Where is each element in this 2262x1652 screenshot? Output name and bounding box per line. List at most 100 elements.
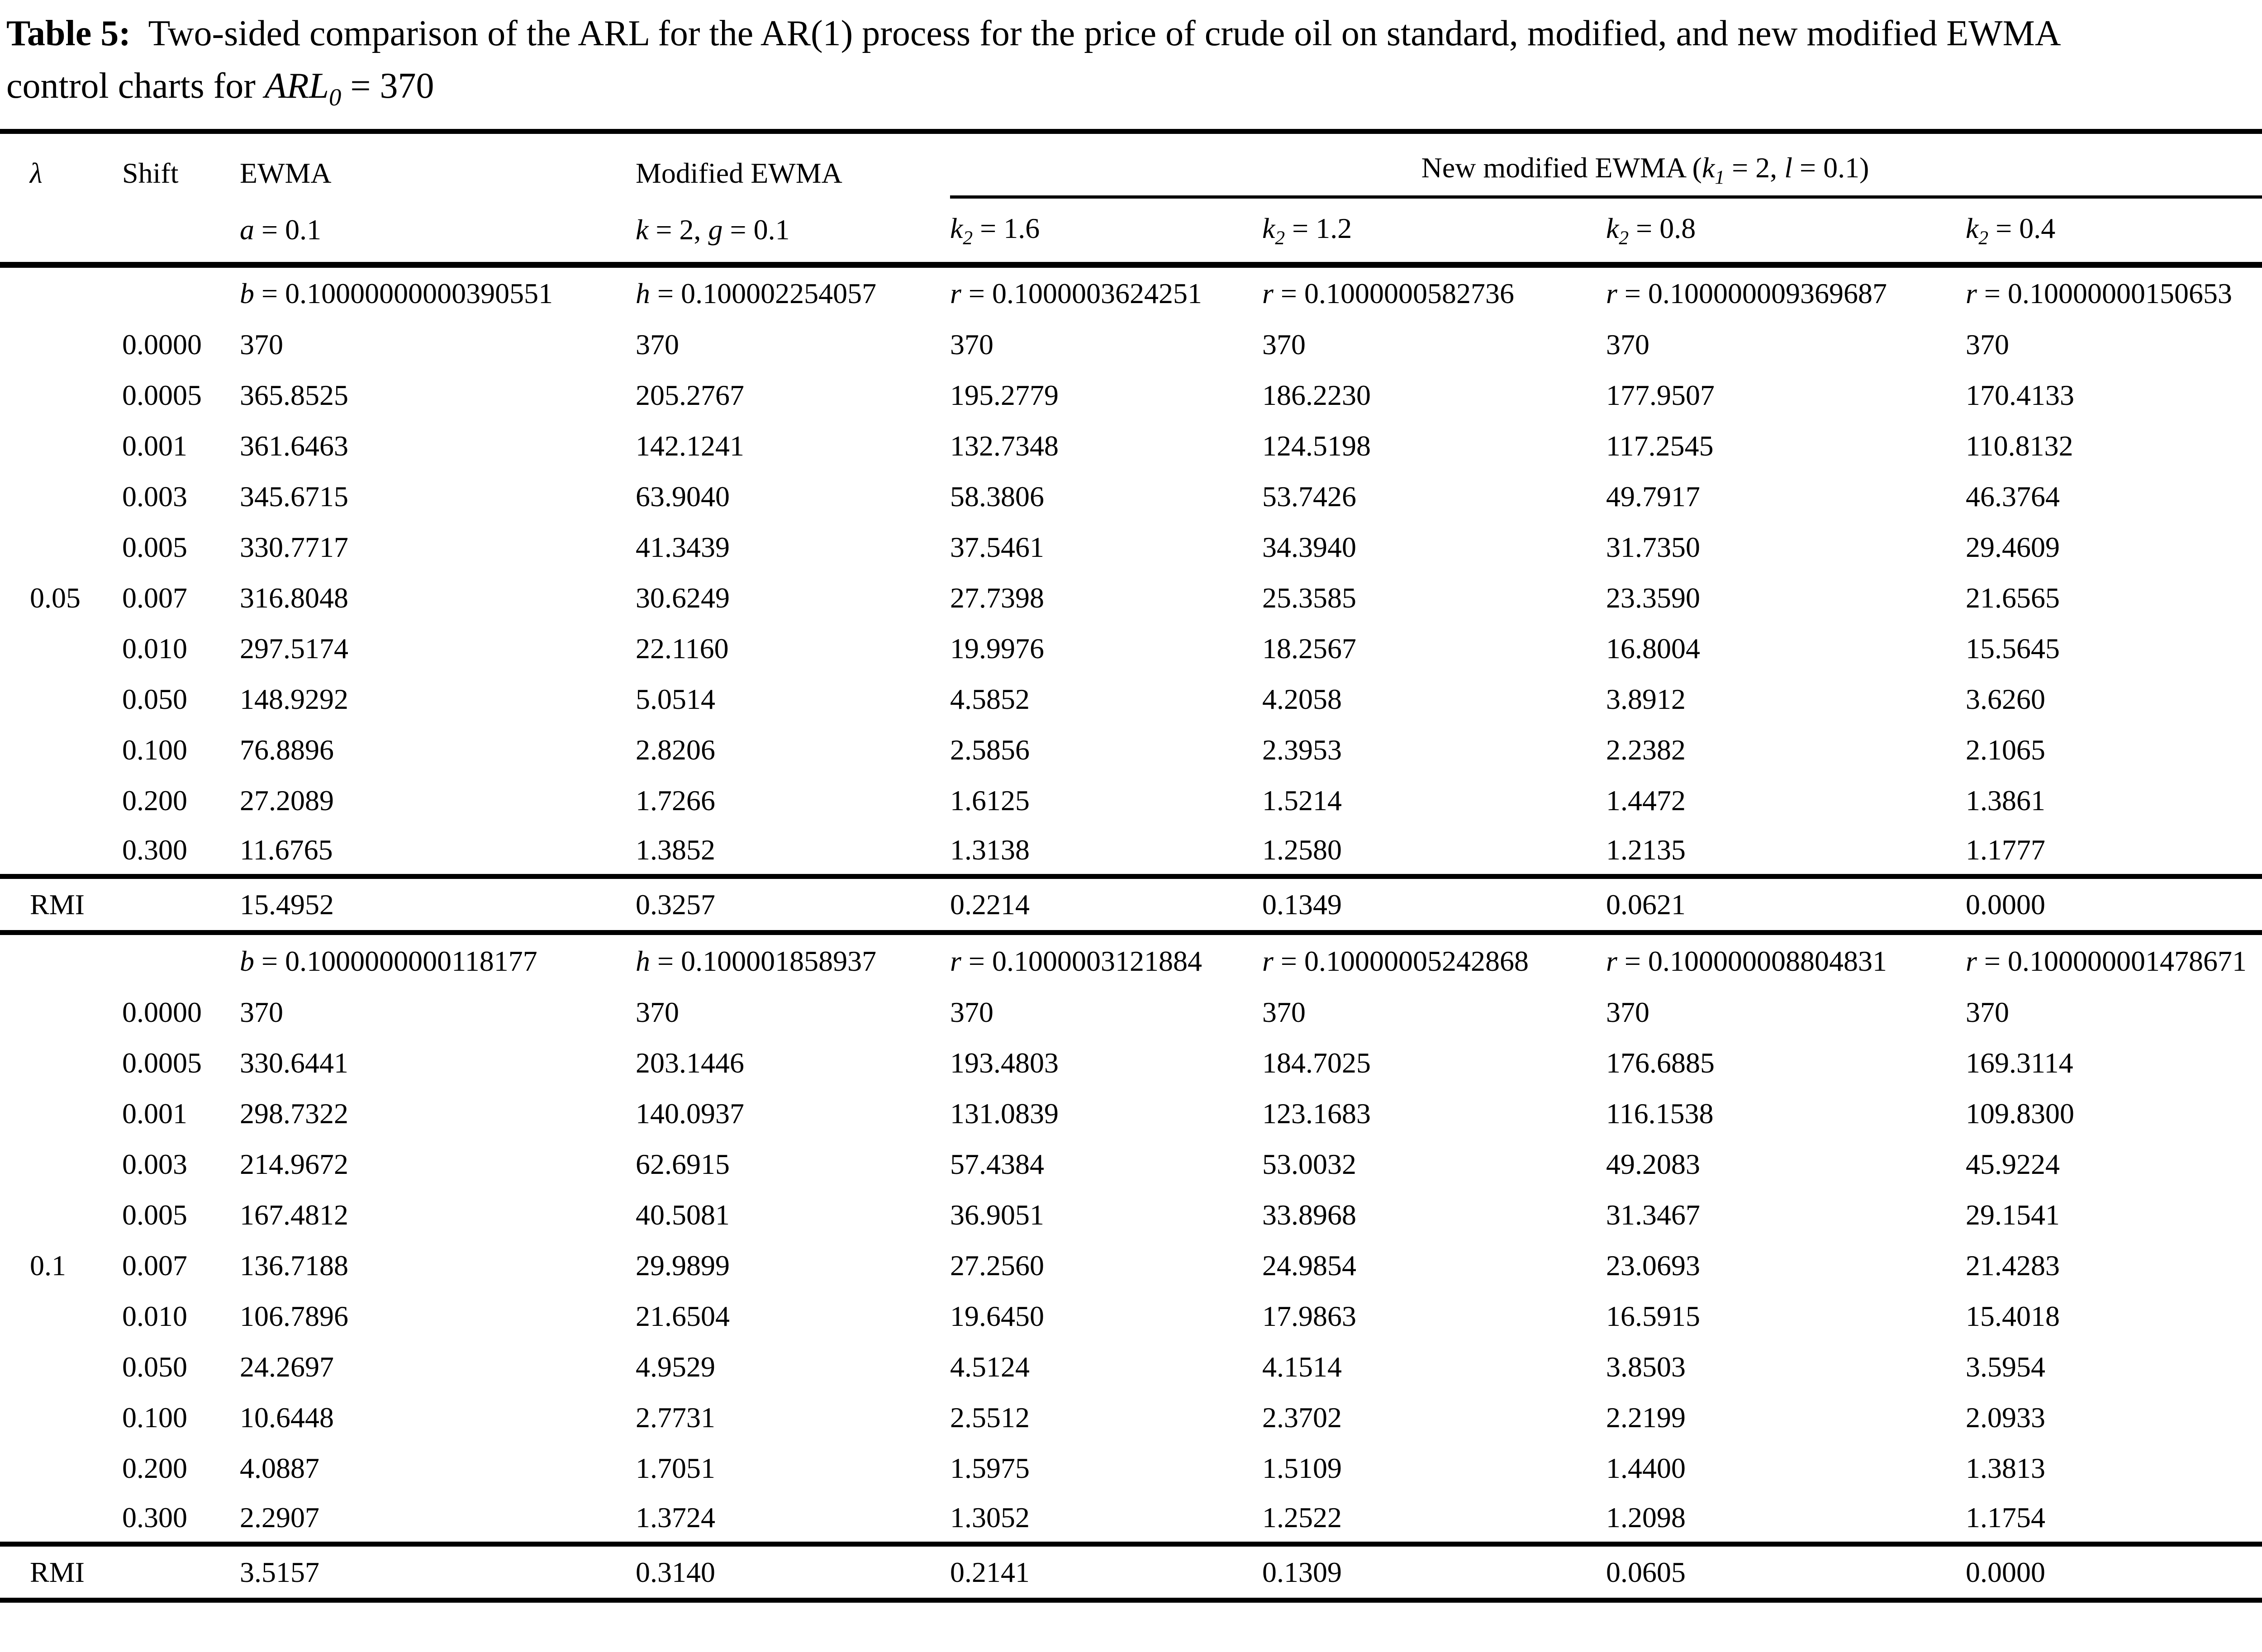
shift-cell [122,933,240,987]
value-cell: 2.2907 [240,1501,319,1534]
value-cell: 148.9292 [240,683,348,715]
value-cell: 2.3953 [1262,733,1342,766]
lambda-cell [0,987,122,1038]
value-cell: 1.3724 [636,1501,715,1534]
shift-cell: 0.100 [122,733,187,766]
shift-cell: 0.050 [122,1350,187,1383]
lambda-cell: 0.1 [30,1249,66,1282]
value-cell: 370 [1262,328,1306,361]
value-cell: 53.0032 [1262,1148,1356,1180]
data-row: 0.001 361.6463 142.1241 132.7348 124.5198 117… [0,421,2262,471]
value-cell: 21.6565 [1966,581,2060,614]
value-cell: 1.7051 [636,1452,715,1484]
value-cell: 5.0514 [636,683,715,715]
value-cell: 184.7025 [1262,1046,1371,1079]
value-cell: 140.0937 [636,1097,744,1130]
subheader-k2-0-4: k2 = 0.4 [1966,197,2262,268]
header-row-2: a = 0.1 k = 2, g = 0.1 k2 = 1.6 k2 = 1.2… [0,197,2262,268]
shift-cell: 0.050 [122,683,187,715]
param-row: b = 0.10000000000390551 h = 0.10000225405… [0,265,2262,319]
value-cell: 365.8525 [240,379,348,411]
lambda-cell [0,623,122,674]
value-cell: 2.2199 [1606,1401,1686,1434]
value-cell: 370 [240,996,283,1028]
value-cell: 1.3852 [636,834,715,866]
value-cell: 1.4400 [1606,1452,1686,1484]
subheader-k2-0-8: k2 = 0.8 [1606,197,1966,268]
value-cell: 106.7896 [240,1300,348,1332]
value-cell: 142.1241 [636,429,744,462]
value-cell: 19.9976 [950,632,1044,665]
value-cell: 1.3052 [950,1501,1030,1534]
value-cell: 17.9863 [1262,1300,1356,1332]
value-cell: 24.9854 [1262,1249,1356,1282]
value-cell: 1.5214 [1262,784,1342,817]
value-cell: 18.2567 [1262,632,1356,665]
col-header-modified-ewma: Modified EWMA [636,157,842,189]
value-cell: 330.6441 [240,1046,348,1079]
rmi-value: 0.3140 [636,1542,950,1603]
data-row: 0.100 76.8896 2.8206 2.5856 2.3953 2.2382 2.10… [0,725,2262,775]
value-cell: 16.5915 [1606,1300,1700,1332]
empty-header-lambda [0,197,122,268]
lambda-cell [0,265,122,319]
value-cell: 36.9051 [950,1198,1044,1231]
value-cell: 29.1541 [1966,1198,2060,1231]
value-cell: 109.8300 [1966,1097,2074,1130]
data-row: 0.100 10.6448 2.7731 2.5512 2.3702 2.2199 2.09… [0,1392,2262,1443]
value-cell: 370 [950,328,993,361]
rmi-value: 0.0000 [1966,1542,2262,1603]
value-cell: 1.3813 [1966,1452,2045,1484]
header-row-1: λ Shift EWMA Modified EWMA New modified … [0,133,2262,199]
value-cell: 57.4384 [950,1148,1044,1180]
value-cell: 170.4133 [1966,379,2074,411]
value-cell: 370 [1606,996,1649,1028]
value-cell: 132.7348 [950,429,1059,462]
value-cell: 25.3585 [1262,581,1356,614]
lambda-cell [0,1088,122,1139]
value-cell: 131.0839 [950,1097,1059,1130]
value-cell: 4.0887 [240,1452,319,1484]
value-cell: 31.7350 [1606,531,1700,563]
value-cell: 23.0693 [1606,1249,1700,1282]
subheader-a: a = 0.1 [240,197,636,268]
lambda-cell [0,319,122,370]
data-row: 0.0000 370 370 370 370 370 370 [0,319,2262,370]
value-cell: 3.8503 [1606,1350,1686,1383]
rmi-label: RMI [0,874,122,935]
value-cell: 3.8912 [1606,683,1686,715]
value-cell: 11.6765 [240,834,333,866]
rmi-value: 0.2141 [950,1542,1262,1603]
value-cell: 24.2697 [240,1350,334,1383]
value-cell: 53.7426 [1262,480,1356,513]
value-cell: 30.6249 [636,581,730,614]
data-row: 0.050 24.2697 4.9529 4.5124 4.1514 3.8503 3.59… [0,1342,2262,1392]
param-cell: h = 0.100002254057 [636,277,877,310]
value-cell: 1.2522 [1262,1501,1342,1534]
value-cell: 203.1446 [636,1046,744,1079]
value-cell: 1.2098 [1606,1501,1686,1534]
value-cell: 370 [1262,996,1306,1028]
data-row: 0.200 4.0887 1.7051 1.5975 1.5109 1.4400 1.381… [0,1443,2262,1494]
lambda-cell [0,1494,122,1544]
col-header-new-modified-ewma: New modified EWMA (k1 = 2, l = 0.1) [950,133,2262,199]
param-cell: h = 0.100001858937 [636,945,877,977]
value-cell: 186.2230 [1262,379,1371,411]
value-cell: 214.9672 [240,1148,348,1180]
param-cell: r = 0.10000005242868 [1262,945,1529,977]
lambda-cell [0,370,122,421]
value-cell: 1.6125 [950,784,1030,817]
shift-cell: 0.005 [122,1198,187,1231]
value-cell: 1.1754 [1966,1501,2045,1534]
value-cell: 41.3439 [636,531,730,563]
value-cell: 1.2580 [1262,834,1342,866]
value-cell: 2.2382 [1606,733,1686,766]
data-row: 0.010 297.5174 22.1160 19.9976 18.2567 16.800… [0,623,2262,674]
value-cell: 21.6504 [636,1300,730,1332]
data-row: 0.003 214.9672 62.6915 57.4384 53.0032 49.208… [0,1139,2262,1190]
param-cell: b = 0.10000000000390551 [240,277,553,310]
value-cell: 297.5174 [240,632,348,665]
value-cell: 29.4609 [1966,531,2060,563]
col-header-lambda: λ [30,157,43,189]
